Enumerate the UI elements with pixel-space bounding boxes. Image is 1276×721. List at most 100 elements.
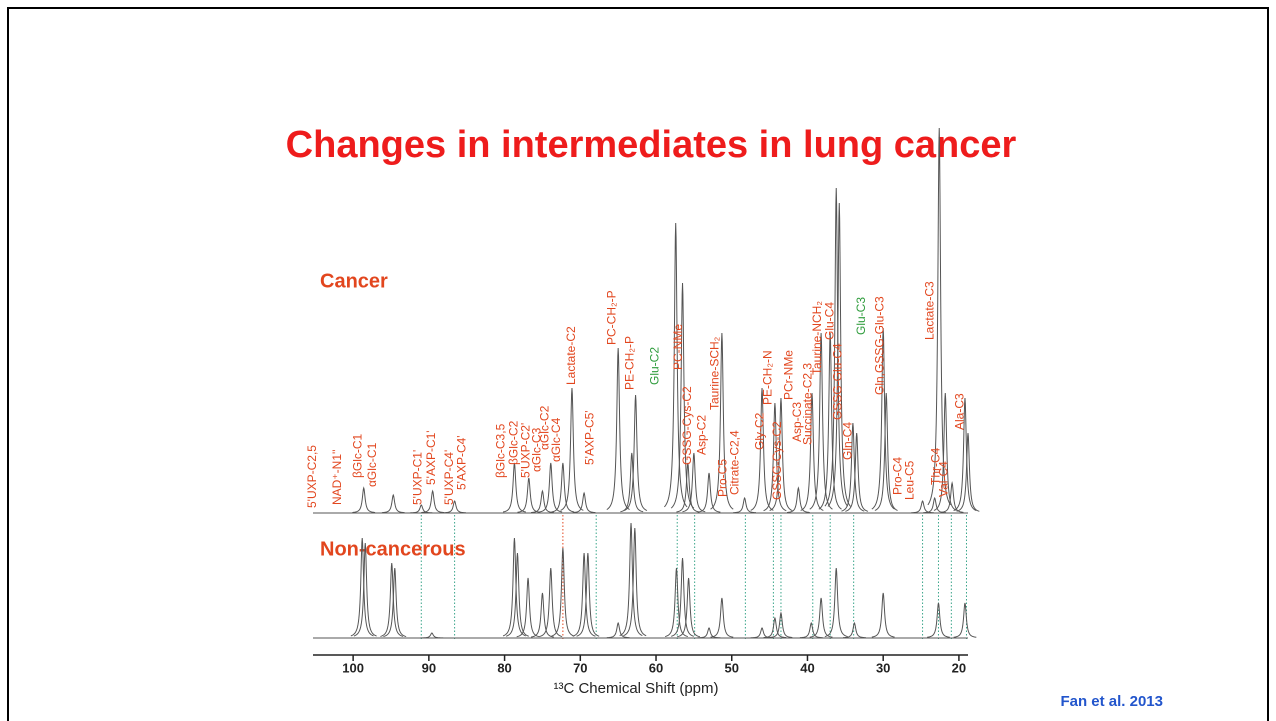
peak-label: Succinate-C2,3 — [800, 363, 814, 445]
peak-label: Taurine-SCH₂ — [707, 336, 721, 410]
peak — [769, 397, 793, 512]
peak — [421, 489, 445, 514]
peak — [763, 616, 787, 639]
peak-label: PE-CH₂-N — [760, 350, 774, 405]
peak — [763, 402, 787, 512]
peak — [676, 462, 700, 513]
peak-label: Lactate-C2 — [564, 326, 578, 385]
peak-label: Glu-C2 — [647, 347, 661, 385]
peak-label: αGlc-C2 — [538, 405, 552, 450]
peak-label: 5'UXP-C2,5 — [305, 445, 319, 508]
peak — [409, 504, 433, 514]
peak-label: αGlc-C1 — [365, 442, 379, 487]
peak-label: Gly-C2 — [753, 412, 767, 450]
peak — [677, 577, 701, 638]
peak-label: PE-CH₂-P — [622, 336, 636, 390]
peak — [953, 602, 977, 638]
peak — [663, 222, 688, 508]
peak-label: Taurine-NCH₂ — [810, 301, 824, 375]
peak — [531, 489, 554, 514]
peak — [623, 527, 647, 637]
peak — [697, 472, 721, 513]
peak — [624, 394, 648, 511]
peak — [517, 477, 541, 513]
peak-label: 5'AXP-C5' — [582, 410, 596, 465]
peak-label: 5'UXP-C1' — [410, 450, 424, 505]
peak — [824, 567, 848, 638]
peak-label: Glu-C4 — [822, 302, 836, 340]
peak-label: Asp-C3 — [790, 402, 804, 442]
peak-label: 5'UXP-C2' — [519, 423, 533, 478]
peak — [551, 547, 575, 637]
peak — [710, 597, 734, 638]
peak — [560, 387, 584, 511]
peak-label: GSSG-Cys-C2 — [770, 421, 784, 500]
slide-title: Changes in intermediates in lung cancer — [286, 124, 1017, 166]
peak — [809, 597, 833, 638]
peak — [824, 187, 848, 507]
peak-label: Val-C4 — [937, 461, 951, 497]
peak-label: GSSG-Cys-C2 — [680, 386, 694, 465]
peak — [750, 627, 774, 639]
peak — [381, 493, 405, 514]
peak — [827, 202, 852, 507]
peak — [710, 332, 734, 510]
peak — [927, 127, 951, 506]
peak-label: GSSG-Glu-C4 — [831, 343, 845, 420]
x-tick-label: 70 — [573, 660, 587, 675]
series-label: Non-cancerous — [320, 538, 466, 560]
peak — [818, 332, 842, 510]
peak — [620, 452, 644, 513]
peak — [350, 537, 374, 637]
peak-label: Glu-C3 — [854, 297, 868, 335]
peak-label: 5'UXP-C4' — [442, 450, 456, 505]
x-tick-label: 30 — [876, 660, 890, 675]
x-tick-label: 80 — [497, 660, 511, 675]
peak — [871, 592, 895, 638]
peak — [539, 462, 563, 513]
peak — [874, 392, 898, 511]
peak-label: αGlc-C4 — [549, 417, 563, 462]
citation: Fan et al. 2013 — [1060, 693, 1163, 710]
peak — [606, 621, 630, 639]
peak — [733, 496, 757, 514]
peak — [664, 567, 688, 638]
peak-label: NAD⁺-N1'' — [330, 449, 344, 505]
peak — [505, 552, 529, 637]
peak — [750, 387, 774, 511]
peak-label: Lactate-C3 — [922, 281, 936, 340]
peak — [697, 627, 721, 639]
peak — [380, 562, 404, 637]
series-label: Cancer — [320, 270, 388, 292]
slide-border — [7, 7, 1269, 721]
peak-label: Thr-C4 — [928, 447, 942, 485]
peak — [927, 602, 950, 638]
peak — [531, 592, 554, 638]
peak — [956, 432, 980, 512]
peak — [871, 327, 895, 510]
peak — [800, 392, 824, 511]
peak — [551, 462, 575, 513]
peak-label: βGlc-C1 — [351, 433, 365, 478]
peak — [911, 500, 934, 514]
peak — [843, 621, 866, 639]
peak — [353, 542, 377, 637]
peak — [682, 452, 706, 513]
peak — [671, 557, 695, 637]
peak-label: Gln,GSSG-Glu-C3 — [872, 296, 886, 395]
peak-label: Leu-C5 — [903, 460, 917, 500]
peak-label: PC-NMe — [671, 324, 685, 370]
peak — [606, 347, 630, 510]
peak — [786, 486, 810, 513]
x-tick-label: 100 — [342, 660, 364, 675]
peak — [572, 491, 596, 514]
peak — [619, 522, 643, 637]
x-tick-label: 40 — [800, 660, 814, 675]
peak — [576, 552, 600, 637]
peak — [933, 392, 957, 511]
peak-label: βGlc-C2 — [507, 420, 521, 465]
x-tick-label: 50 — [725, 660, 739, 675]
peak-label: PC-CH₂-P — [604, 290, 618, 345]
peak — [799, 621, 823, 639]
peak — [383, 567, 407, 638]
